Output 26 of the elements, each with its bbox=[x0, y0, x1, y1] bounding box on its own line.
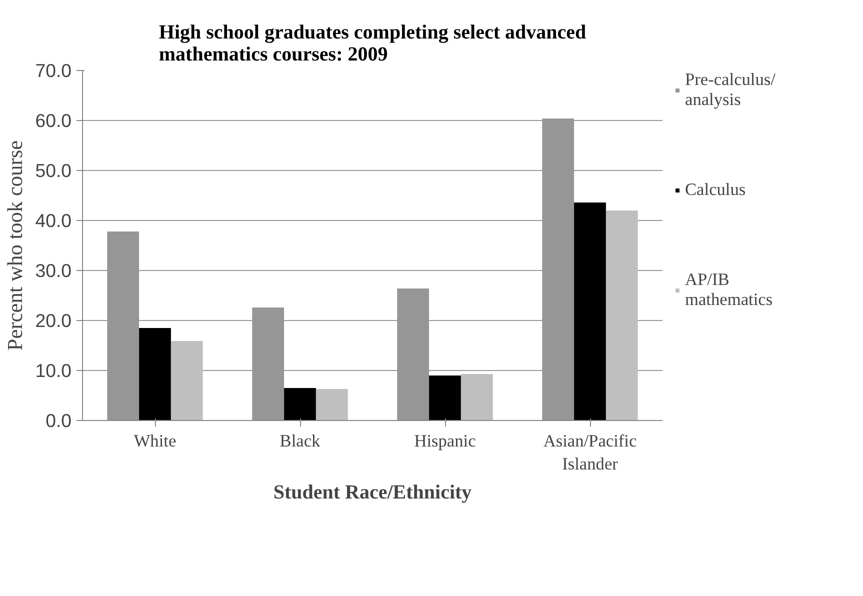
bar bbox=[170, 341, 203, 420]
x-tick-label: Hispanic bbox=[414, 432, 476, 450]
legend-label: Pre-calculus/ analysis bbox=[685, 70, 776, 110]
x-tick-label: Asian/Pacific Islander bbox=[543, 432, 637, 474]
legend-label: Calculus bbox=[685, 180, 746, 200]
x-tick-label: Black bbox=[280, 432, 321, 450]
bar bbox=[606, 210, 638, 420]
y-tick-label: 40.0 bbox=[35, 210, 72, 231]
bar bbox=[284, 388, 316, 420]
y-tick-label: 60.0 bbox=[35, 110, 72, 131]
y-axis-title: Percent who took course bbox=[3, 140, 28, 351]
y-tick-label: 50.0 bbox=[35, 160, 72, 181]
y-tick-label: 70.0 bbox=[35, 60, 72, 81]
bar bbox=[316, 389, 348, 420]
y-tick-label: 10.0 bbox=[35, 360, 72, 381]
chart-title: High school graduates completing select advanced mathematics courses: 2009 bbox=[158, 22, 586, 66]
bar bbox=[574, 202, 606, 420]
y-tick-label: 0.0 bbox=[46, 410, 72, 431]
x-tick-label: White bbox=[134, 432, 176, 450]
bar bbox=[139, 328, 171, 420]
x-axis-title: Student Race/Ethnicity bbox=[273, 481, 472, 504]
legend-label: AP/IB mathematics bbox=[685, 270, 773, 310]
y-tick-label: 30.0 bbox=[35, 260, 72, 281]
bar bbox=[460, 374, 493, 420]
bar bbox=[429, 376, 461, 420]
y-tick-label: 20.0 bbox=[35, 310, 72, 331]
